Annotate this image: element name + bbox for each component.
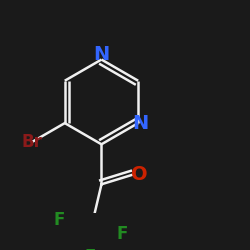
Text: F: F [54, 210, 65, 228]
Text: N: N [93, 45, 110, 64]
Text: F: F [117, 225, 128, 243]
Text: Br: Br [22, 133, 42, 151]
Text: F: F [84, 248, 96, 250]
Text: N: N [132, 114, 149, 132]
Text: O: O [131, 166, 148, 184]
